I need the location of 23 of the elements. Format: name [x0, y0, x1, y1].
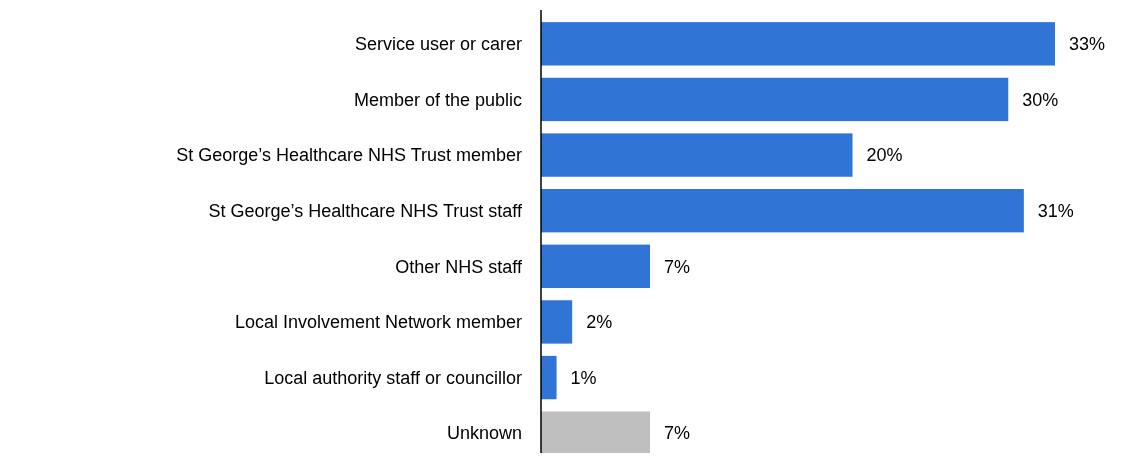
data-label: 7% — [664, 256, 691, 277]
y-tick-label: Local Involvement Network member — [234, 312, 522, 333]
data-label: 30% — [1022, 89, 1059, 110]
y-tick-label: Service user or carer — [354, 34, 522, 55]
bar — [541, 300, 573, 344]
bar — [541, 22, 1055, 66]
data-label: 1% — [570, 367, 597, 388]
bar — [541, 133, 853, 177]
y-tick-label: Other NHS staff — [395, 256, 523, 277]
data-label: 7% — [664, 423, 691, 444]
y-tick-label: Local authority staff or councillor — [264, 367, 522, 388]
y-tick-label: Unknown — [446, 423, 522, 444]
bar — [541, 355, 557, 400]
data-label: 31% — [1037, 200, 1074, 221]
y-tick-label: St George’s Healthcare NHS Trust staff — [208, 200, 523, 221]
bar — [541, 77, 1009, 122]
data-label: 2% — [586, 312, 613, 333]
y-tick-label: St George’s Healthcare NHS Trust member — [176, 145, 523, 166]
y-tick-label: Member of the public — [353, 89, 522, 110]
bar — [541, 244, 651, 289]
bar — [541, 188, 1024, 233]
data-label: 33% — [1069, 34, 1106, 55]
data-label: 20% — [866, 145, 903, 166]
